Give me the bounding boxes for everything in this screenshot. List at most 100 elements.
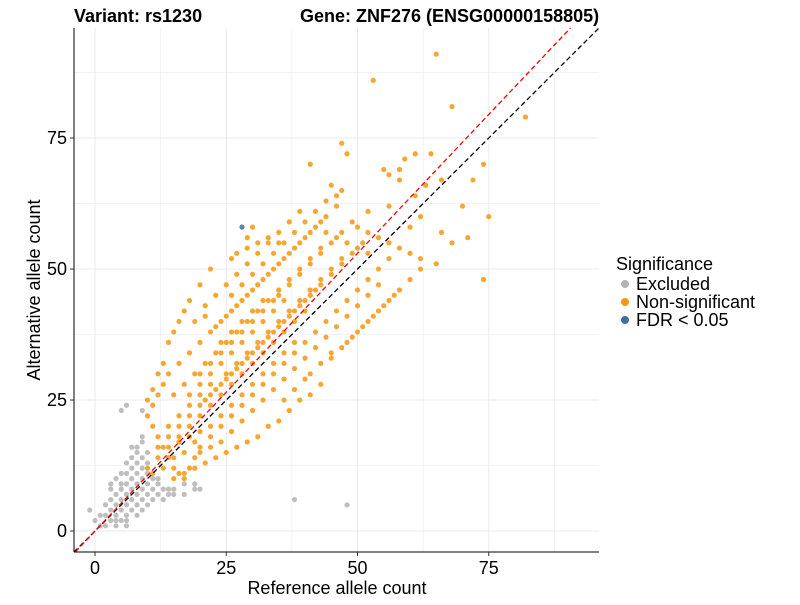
data-point — [339, 345, 345, 351]
data-point — [333, 324, 340, 330]
data-point — [354, 303, 361, 309]
data-point — [297, 271, 303, 277]
data-point — [213, 350, 219, 356]
data-point — [144, 397, 151, 403]
chart-title-gene: Gene: ZNF276 (ENSG00000158805) — [300, 6, 599, 26]
data-point — [318, 245, 324, 251]
data-point — [255, 308, 261, 314]
data-point — [286, 250, 292, 256]
data-point — [307, 287, 313, 293]
data-point — [144, 491, 151, 497]
data-point — [344, 240, 350, 246]
data-point — [386, 297, 392, 304]
data-point — [218, 392, 224, 398]
data-point — [197, 339, 203, 345]
data-point — [239, 224, 245, 230]
data-point — [113, 491, 119, 497]
data-point — [181, 476, 187, 482]
data-point — [202, 303, 208, 309]
data-point — [291, 350, 298, 356]
data-point — [276, 324, 282, 330]
x-tick-label: 0 — [90, 558, 100, 578]
y-tick-label: 25 — [47, 390, 67, 410]
data-point — [165, 339, 172, 345]
data-point — [144, 481, 151, 487]
data-point — [150, 386, 156, 393]
data-point — [302, 219, 308, 225]
data-point — [171, 476, 177, 482]
data-point — [302, 376, 308, 382]
data-point — [102, 502, 109, 508]
data-point — [223, 339, 229, 345]
data-point — [218, 318, 224, 325]
data-point — [307, 392, 313, 398]
data-point — [417, 255, 424, 262]
data-point — [97, 512, 103, 518]
x-tick-label: 75 — [479, 558, 499, 578]
data-point — [286, 219, 292, 225]
data-point — [150, 486, 156, 492]
data-point — [118, 497, 124, 503]
data-point — [417, 266, 424, 272]
data-point — [223, 376, 229, 382]
data-point — [228, 292, 235, 298]
data-point — [123, 512, 130, 518]
data-point — [386, 172, 392, 178]
data-point — [260, 381, 266, 387]
data-point — [328, 355, 334, 361]
data-point — [249, 224, 256, 230]
data-point — [228, 428, 235, 435]
data-point — [213, 386, 219, 393]
data-point — [134, 449, 140, 456]
data-point — [270, 297, 277, 304]
data-point — [244, 350, 250, 356]
data-point — [302, 308, 308, 314]
data-point — [291, 497, 298, 503]
data-point — [323, 334, 329, 340]
data-point — [249, 407, 256, 414]
data-point — [281, 350, 287, 356]
data-point — [323, 318, 329, 325]
reference-lines — [73, 27, 600, 553]
data-point — [123, 523, 130, 529]
legend-title: Significance — [616, 254, 713, 274]
data-point — [344, 502, 350, 508]
data-point — [302, 355, 308, 361]
data-point — [312, 224, 319, 230]
data-point — [87, 507, 93, 513]
data-point — [192, 439, 198, 445]
data-point — [181, 491, 187, 497]
data-point — [134, 460, 140, 466]
data-point — [318, 219, 324, 225]
data-point — [244, 439, 250, 445]
reference-line-identity — [73, 27, 600, 553]
data-point — [354, 245, 361, 251]
data-point — [165, 486, 172, 492]
data-point — [360, 324, 366, 330]
reference-line-fit — [74, 27, 571, 553]
data-point — [234, 366, 240, 372]
data-point — [265, 271, 271, 277]
data-point — [123, 402, 130, 408]
data-point — [118, 486, 124, 492]
data-point — [318, 276, 324, 283]
data-point — [323, 198, 329, 204]
data-point — [402, 156, 408, 162]
data-point — [129, 465, 135, 471]
data-point — [465, 235, 471, 241]
data-point — [255, 434, 261, 440]
data-point — [207, 266, 214, 272]
tick-labels: 0 25 50 75 0 25 50 75 — [47, 128, 499, 578]
data-point — [144, 449, 151, 456]
data-point — [218, 381, 224, 387]
data-point — [281, 360, 287, 366]
data-point — [207, 371, 214, 377]
data-point — [176, 318, 182, 325]
data-point — [228, 255, 235, 262]
data-point — [186, 465, 193, 471]
data-point — [160, 497, 166, 503]
data-point — [239, 418, 245, 424]
data-point — [228, 413, 235, 419]
data-point — [129, 455, 135, 461]
data-point — [160, 486, 166, 492]
